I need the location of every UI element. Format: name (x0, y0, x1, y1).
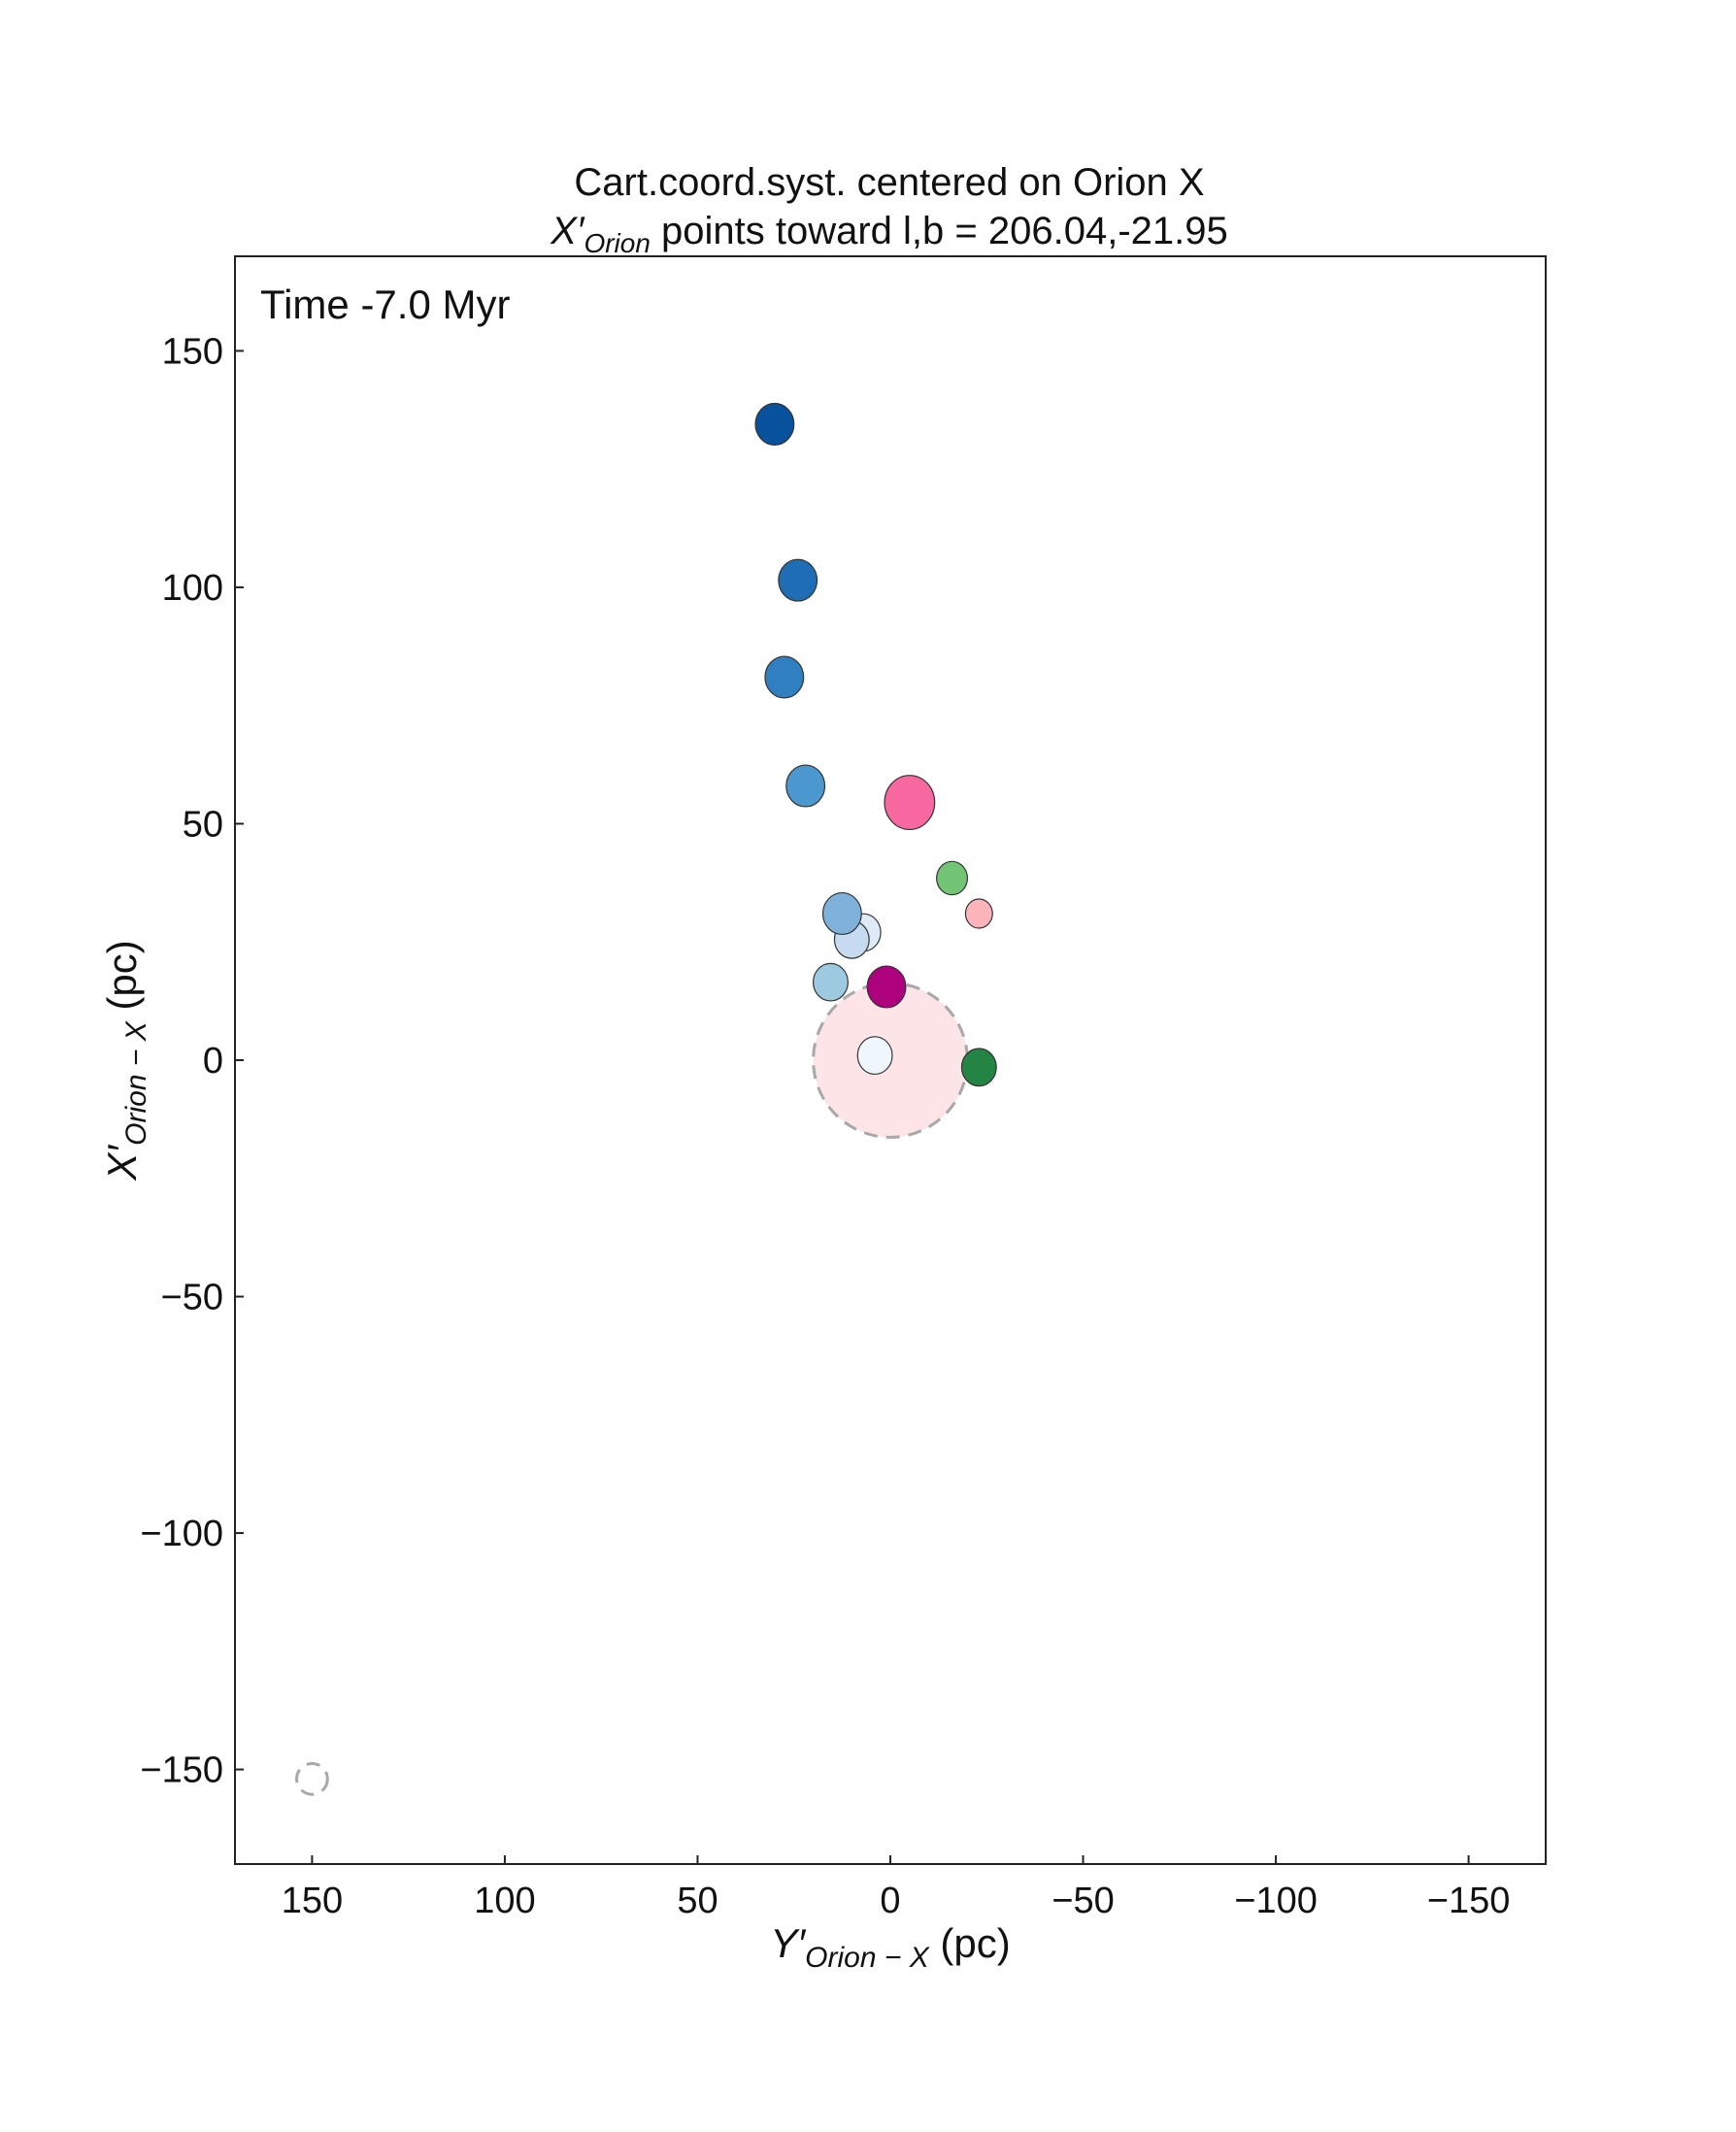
data-point (812, 962, 849, 1002)
y-tick-label: 0 (203, 1041, 223, 1082)
data-point (856, 1036, 893, 1076)
axis-ticks: 150 100 50 0 −50 −100 −150 150 100 50 0 −50 −100 −150 (140, 331, 1510, 1921)
ylabel-rest: (pc) (99, 940, 145, 1021)
chart-subtitle: X′Orion points toward l,b = 206.04,-21.9… (550, 210, 1228, 258)
xlabel-subscript: Orion − X (805, 1942, 930, 1974)
subtitle-prefix: X′ (550, 210, 585, 252)
data-point (778, 558, 818, 602)
x-tick-label: −50 (1052, 1881, 1114, 1921)
subtitle-rest: points toward l,b = 206.04,-21.95 (651, 210, 1228, 252)
plot-area (295, 402, 997, 1796)
data-point (754, 402, 795, 446)
data-point (936, 860, 969, 896)
data-point (785, 764, 826, 808)
subtitle-subscript: Orion (584, 228, 650, 258)
x-tick-label: −150 (1427, 1881, 1511, 1921)
y-tick-label: 100 (162, 568, 223, 609)
chart-title: Cart.coord.syst. centered on Orion X (574, 161, 1204, 204)
data-point (960, 1048, 997, 1087)
y-tick-label: −150 (140, 1750, 223, 1791)
y-tick-label: 150 (162, 331, 223, 372)
dashed-region-circle (295, 1761, 329, 1796)
x-tick-label: 50 (677, 1881, 718, 1921)
data-point (884, 775, 936, 831)
ylabel-prefix: X′ (99, 1144, 145, 1182)
x-axis-label: Y′Orion − X (pc) (770, 1920, 1010, 1974)
y-tick-label: 50 (183, 804, 223, 845)
data-point (964, 898, 993, 929)
time-annotation: Time -7.0 Myr (260, 282, 510, 327)
data-point (866, 965, 907, 1009)
y-axis-label: X′Orion − X (pc) (99, 940, 152, 1181)
xlabel-rest: (pc) (929, 1920, 1011, 1966)
data-point (764, 655, 805, 699)
x-tick-label: 100 (474, 1881, 535, 1921)
ylabel-subscript: Orion − X (120, 1020, 152, 1146)
y-tick-label: −100 (140, 1514, 223, 1554)
data-point (821, 891, 862, 936)
x-tick-label: −100 (1234, 1881, 1318, 1921)
x-tick-label: 150 (282, 1881, 343, 1921)
x-tick-label: 0 (880, 1881, 900, 1921)
y-tick-label: −50 (161, 1278, 223, 1318)
xlabel-prefix: Y′ (770, 1920, 807, 1966)
